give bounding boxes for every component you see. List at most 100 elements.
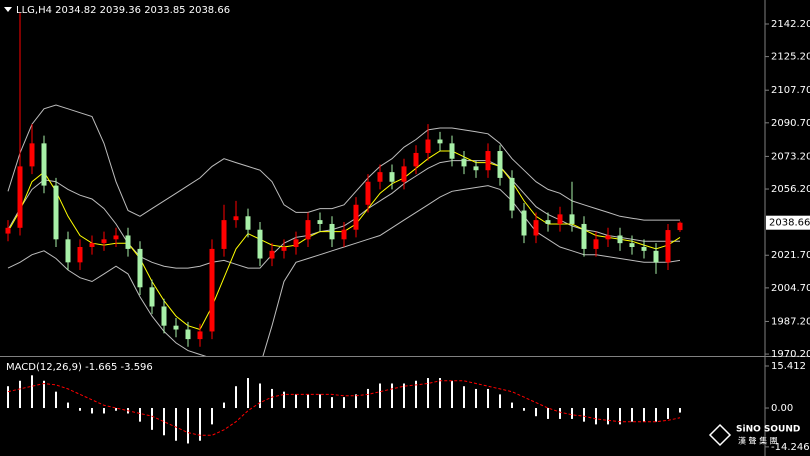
macd-bar xyxy=(31,375,33,409)
candle-body xyxy=(641,246,647,251)
candle-body xyxy=(137,248,143,288)
macd-bar xyxy=(187,408,189,444)
macd-bar xyxy=(619,408,621,425)
candle-body xyxy=(569,214,575,224)
candle-body xyxy=(317,220,323,224)
macd-bar xyxy=(559,408,561,419)
candle-body xyxy=(245,216,251,230)
candle-body xyxy=(533,220,539,236)
y-tick-label: 2004.70 xyxy=(771,283,810,294)
macd-bar xyxy=(571,408,573,419)
macd-bar xyxy=(307,394,309,409)
y-tick-label: 0.00 xyxy=(771,403,793,414)
macd-bar xyxy=(547,408,549,419)
macd-bar xyxy=(199,408,201,441)
macd-bar xyxy=(535,408,537,417)
macd-bar xyxy=(487,388,489,409)
macd-bar xyxy=(43,380,45,409)
y-tick-label: -14.246 xyxy=(771,442,810,453)
candle-body xyxy=(461,158,467,167)
candle-body xyxy=(401,166,407,182)
candle-body xyxy=(605,235,611,240)
macd-bar xyxy=(271,388,273,409)
macd-bar xyxy=(499,394,501,409)
macd-bar xyxy=(175,408,177,441)
candle-body xyxy=(509,177,515,211)
macd-bar xyxy=(67,402,69,409)
macd-bar xyxy=(355,394,357,409)
candle-body xyxy=(545,220,551,224)
candle-body xyxy=(341,229,347,240)
macd-bar xyxy=(379,383,381,409)
candle-body xyxy=(353,204,359,230)
candle-body xyxy=(677,222,683,231)
y-tick-label: 2021.70 xyxy=(771,250,810,261)
plot-area xyxy=(5,12,683,356)
candle-body xyxy=(77,246,83,263)
macd-bar xyxy=(679,408,681,413)
macd-bar xyxy=(247,378,249,409)
candle-body xyxy=(521,210,527,236)
macd-bar xyxy=(415,380,417,409)
menu-arrow xyxy=(4,7,12,12)
macd-bar xyxy=(331,397,333,409)
candle-body xyxy=(557,214,563,224)
candle-body xyxy=(221,220,227,249)
logo: SiNO SOUND 漢 聲 集 團 xyxy=(708,423,800,447)
candle-body xyxy=(173,325,179,330)
candle-body xyxy=(329,223,335,240)
macd-bar xyxy=(511,402,513,409)
macd-bar xyxy=(643,408,645,422)
macd-bar xyxy=(7,386,9,409)
y-tick-label: 2142.20 xyxy=(771,19,810,30)
candle-body xyxy=(389,172,395,182)
plot-area xyxy=(7,375,681,444)
signal-line xyxy=(7,380,681,436)
candle-body xyxy=(101,239,107,244)
macd-bar xyxy=(115,408,117,411)
macd-bar xyxy=(79,408,81,411)
indicator-line xyxy=(7,104,680,221)
candle-body xyxy=(497,151,503,178)
candle-body xyxy=(125,235,131,249)
macd-bar xyxy=(595,408,597,425)
macd-bar xyxy=(295,394,297,409)
y-tick-label: 1987.20 xyxy=(771,316,810,327)
macd-bar xyxy=(403,383,405,409)
candle-body xyxy=(365,181,371,205)
candle-body xyxy=(197,331,203,340)
y-tick-label: 1970.20 xyxy=(771,349,810,360)
candle-body xyxy=(281,246,287,251)
candle-body xyxy=(425,139,431,153)
macd-bar xyxy=(367,388,369,409)
y-tick-label: 2073.20 xyxy=(771,151,810,162)
candle-body xyxy=(665,230,671,263)
brand-subtitle: 漢 聲 集 團 xyxy=(738,436,778,446)
macd-bar xyxy=(211,408,213,425)
macd-bar xyxy=(631,408,633,422)
candle-body xyxy=(53,185,59,240)
macd-bar xyxy=(151,408,153,430)
macd-bar xyxy=(223,402,225,409)
y-tick-label: 2107.70 xyxy=(771,85,810,96)
candle-body xyxy=(185,329,191,340)
candle-body xyxy=(305,220,311,240)
macd-bar xyxy=(139,408,141,422)
macd-bar xyxy=(451,380,453,409)
candle-body xyxy=(65,239,71,263)
indicator-line xyxy=(7,185,681,356)
candle-body xyxy=(617,235,623,244)
candle-body xyxy=(485,151,491,171)
macd-bar xyxy=(523,408,525,411)
candle-body xyxy=(17,166,23,228)
macd-bar xyxy=(283,391,285,409)
macd-bar xyxy=(19,380,21,409)
chart-title: LLG,H4 2034.82 2039.36 2033.85 2038.66 xyxy=(16,5,230,16)
candle-body xyxy=(437,139,443,144)
brand-name: SiNO SOUND xyxy=(736,425,800,435)
candle-body xyxy=(629,243,635,247)
macd-title: MACD(12,26,9) -1.665 -3.596 xyxy=(6,362,153,373)
macd-bar xyxy=(475,388,477,409)
candle-body xyxy=(269,250,275,259)
